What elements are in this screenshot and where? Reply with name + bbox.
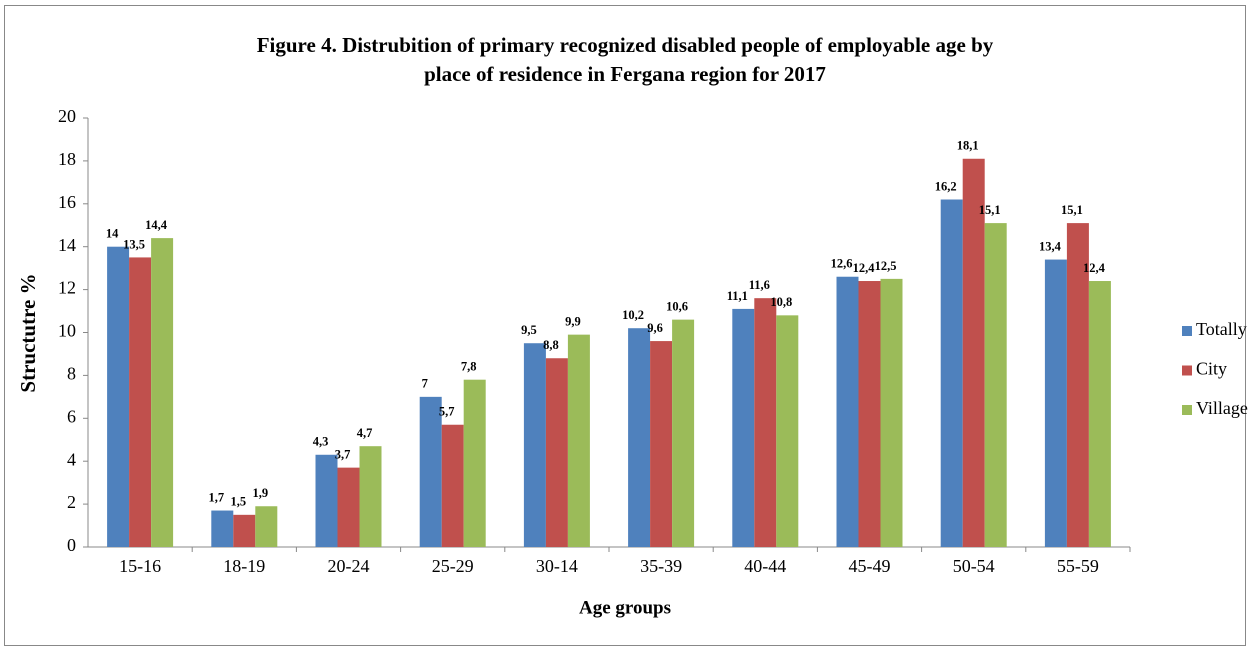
x-tick-label: 30-14 xyxy=(536,556,578,576)
value-label: 13,4 xyxy=(1039,239,1062,253)
bar xyxy=(650,341,673,547)
y-tick-label: 8 xyxy=(67,364,76,384)
value-label: 13,5 xyxy=(123,237,145,251)
bar xyxy=(233,514,256,547)
y-axis-label: Structutre % xyxy=(16,273,40,392)
bar xyxy=(1088,281,1111,547)
bar xyxy=(337,467,360,547)
value-label: 14,4 xyxy=(145,218,168,232)
bar xyxy=(107,246,130,547)
value-label: 9,5 xyxy=(521,323,537,337)
bar xyxy=(776,315,799,547)
frame xyxy=(4,5,1246,646)
value-label: 1,5 xyxy=(230,495,246,509)
bar xyxy=(441,424,464,547)
x-tick-label: 55-59 xyxy=(1057,556,1099,576)
bar xyxy=(463,379,486,547)
bar xyxy=(754,298,777,547)
value-label: 12,4 xyxy=(853,261,876,275)
value-label: 9,9 xyxy=(565,315,581,329)
x-tick-label: 25-29 xyxy=(432,556,474,576)
legend-label: City xyxy=(1196,359,1227,379)
x-tick-label: 20-24 xyxy=(328,556,370,576)
value-label: 10,2 xyxy=(622,308,644,322)
x-axis-label: Age groups xyxy=(579,597,671,618)
bar xyxy=(880,278,903,547)
y-tick-label: 2 xyxy=(67,492,76,512)
value-label: 12,5 xyxy=(875,259,897,273)
value-label: 1,9 xyxy=(252,486,268,500)
y-tick-label: 0 xyxy=(67,535,76,555)
value-label: 1,7 xyxy=(208,490,224,504)
value-label: 18,1 xyxy=(957,139,979,153)
value-label: 4,3 xyxy=(313,435,329,449)
value-label: 7,8 xyxy=(461,360,477,374)
legend-label: Totally xyxy=(1196,319,1247,339)
bar xyxy=(1066,223,1089,548)
bar xyxy=(567,334,590,547)
bar xyxy=(129,257,152,547)
value-label: 15,1 xyxy=(1061,203,1083,217)
bar xyxy=(858,281,881,547)
x-tick-label: 50-54 xyxy=(953,556,995,576)
bar xyxy=(419,396,442,547)
value-label: 11,1 xyxy=(727,289,748,303)
legend-label: Village xyxy=(1196,398,1248,418)
value-label: 12,4 xyxy=(1083,261,1106,275)
legend-swatch xyxy=(1182,365,1192,376)
x-tick-label: 35-39 xyxy=(640,556,682,576)
bar xyxy=(984,223,1007,548)
value-label: 14 xyxy=(106,227,119,241)
value-label: 9,6 xyxy=(647,321,663,335)
value-label: 12,6 xyxy=(831,257,853,271)
bar xyxy=(315,454,338,547)
y-tick-label: 6 xyxy=(67,406,76,426)
x-tick-label: 18-19 xyxy=(223,556,265,576)
value-label: 5,7 xyxy=(439,405,455,419)
bar xyxy=(940,199,963,547)
value-label: 16,2 xyxy=(935,179,957,193)
y-tick-label: 12 xyxy=(58,278,76,298)
legend-swatch xyxy=(1182,326,1192,336)
legend-swatch xyxy=(1182,405,1192,415)
y-tick-label: 20 xyxy=(58,106,76,126)
value-label: 15,1 xyxy=(979,203,1001,217)
y-tick-label: 14 xyxy=(58,235,76,255)
bar xyxy=(732,308,755,547)
bar xyxy=(628,328,651,547)
bar xyxy=(545,358,568,547)
x-tick-label: 15-16 xyxy=(119,556,161,576)
chart-title: place of residence in Fergana region for… xyxy=(424,62,826,86)
x-tick-label: 40-44 xyxy=(744,556,786,576)
chart-title: Figure 4. Distrubition of primary recogn… xyxy=(257,33,994,57)
value-label: 10,6 xyxy=(666,300,688,314)
bar xyxy=(523,343,546,547)
x-tick-label: 45-49 xyxy=(849,556,891,576)
bar xyxy=(836,276,859,547)
bar xyxy=(672,319,695,547)
bar xyxy=(1044,259,1067,547)
value-label: 3,7 xyxy=(335,448,351,462)
bar xyxy=(255,506,278,547)
y-tick-label: 18 xyxy=(58,149,76,169)
bar xyxy=(211,510,234,547)
value-label: 11,6 xyxy=(749,278,770,292)
bar xyxy=(151,238,174,547)
bar xyxy=(359,446,382,547)
value-label: 8,8 xyxy=(543,338,559,352)
y-tick-label: 16 xyxy=(58,192,76,212)
value-label: 4,7 xyxy=(357,426,373,440)
y-tick-label: 10 xyxy=(58,321,76,341)
y-tick-label: 4 xyxy=(67,449,76,469)
value-label: 7 xyxy=(422,377,428,391)
value-label: 10,8 xyxy=(770,295,792,309)
bar xyxy=(962,158,985,547)
